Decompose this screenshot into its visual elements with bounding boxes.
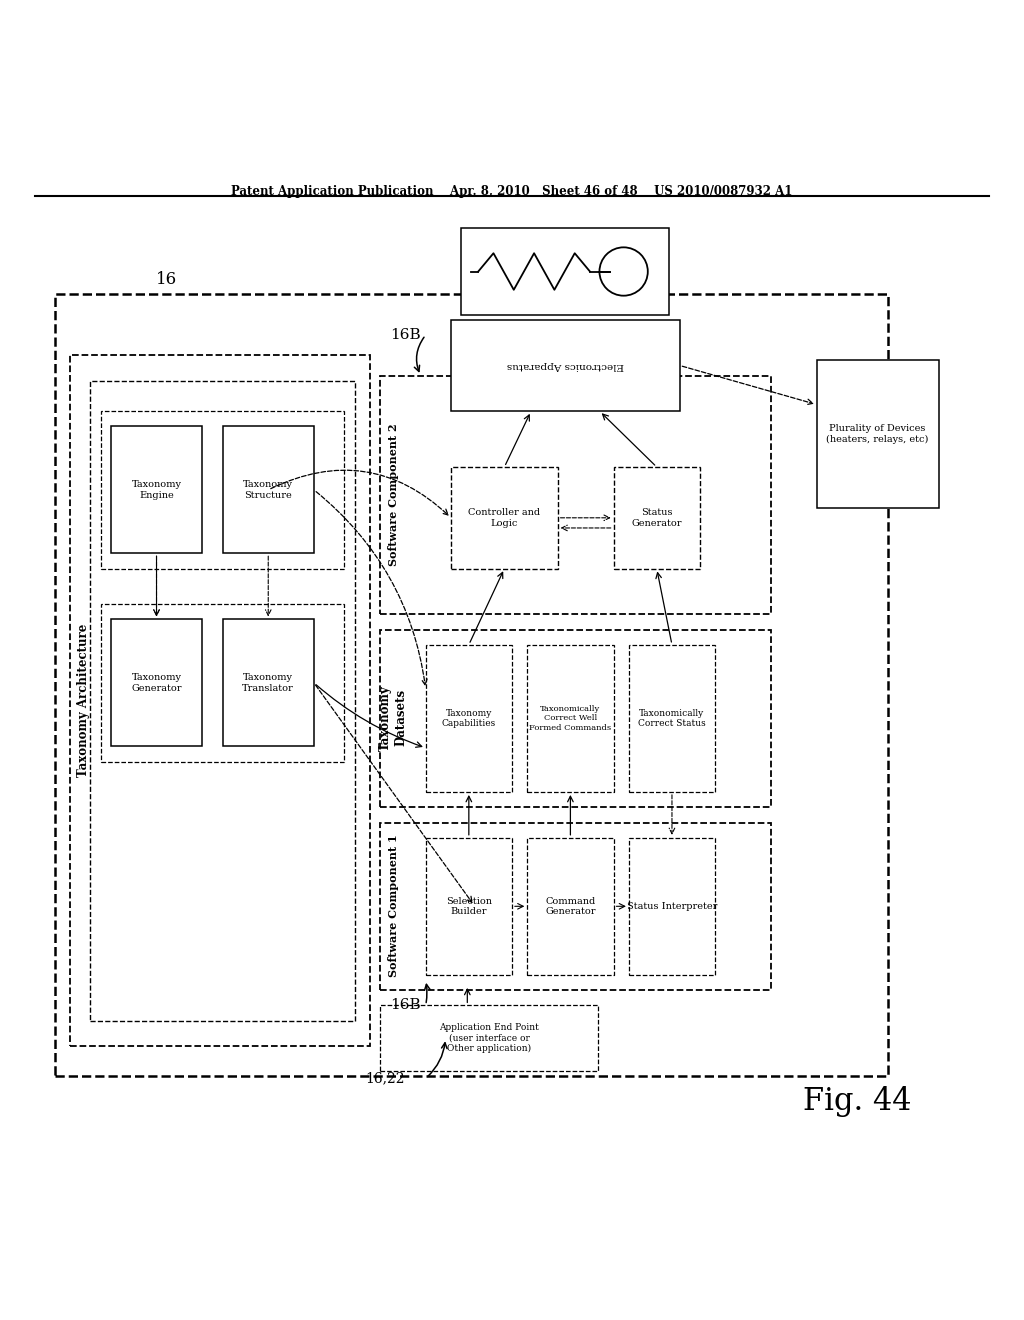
Text: Taxonomy
Generator: Taxonomy Generator (131, 673, 182, 693)
Text: Status
Generator: Status Generator (632, 508, 682, 528)
Text: Taxonomy
Structure: Taxonomy Structure (244, 480, 293, 499)
FancyBboxPatch shape (461, 228, 670, 314)
FancyBboxPatch shape (222, 619, 314, 746)
Text: Plurality of Devices
(heaters, relays, etc): Plurality of Devices (heaters, relays, e… (826, 424, 929, 444)
FancyBboxPatch shape (100, 605, 344, 762)
Text: Taxonomy Architecture: Taxonomy Architecture (77, 624, 90, 777)
FancyBboxPatch shape (55, 294, 888, 1076)
FancyBboxPatch shape (71, 355, 370, 1045)
FancyBboxPatch shape (426, 838, 512, 975)
Text: Taxonomy
Translator: Taxonomy Translator (243, 673, 294, 693)
Text: Taxonomically
Correct Well
Formed Commands: Taxonomically Correct Well Formed Comman… (529, 705, 611, 731)
FancyBboxPatch shape (527, 838, 613, 975)
FancyBboxPatch shape (629, 644, 715, 792)
FancyBboxPatch shape (451, 467, 558, 569)
Text: Taxonomically
Correct Status: Taxonomically Correct Status (638, 709, 706, 729)
Text: 16B: 16B (390, 327, 421, 342)
Text: Selection
Builder: Selection Builder (445, 896, 492, 916)
Text: Status Interpreter: Status Interpreter (627, 902, 717, 911)
Text: Fig. 44: Fig. 44 (803, 1086, 911, 1117)
FancyBboxPatch shape (527, 644, 613, 792)
Text: Patent Application Publication    Apr. 8, 2010   Sheet 46 of 48    US 2010/00879: Patent Application Publication Apr. 8, 2… (231, 185, 793, 198)
FancyBboxPatch shape (100, 411, 344, 569)
Text: Taxonomy
Datasets: Taxonomy Datasets (379, 685, 408, 751)
FancyBboxPatch shape (380, 376, 771, 614)
Text: Taxonomy
Capabilities: Taxonomy Capabilities (441, 709, 496, 729)
Text: 16: 16 (156, 271, 177, 288)
FancyBboxPatch shape (222, 426, 314, 553)
Text: Taxonomy
Engine: Taxonomy Engine (131, 480, 181, 499)
FancyBboxPatch shape (629, 838, 715, 975)
Text: Application End Point
(user interface or
Other application): Application End Point (user interface or… (439, 1023, 539, 1053)
FancyBboxPatch shape (426, 644, 512, 792)
Text: Controller and
Logic: Controller and Logic (468, 508, 541, 528)
FancyBboxPatch shape (380, 630, 771, 808)
Text: 16B: 16B (390, 998, 421, 1012)
Text: Software Component 1: Software Component 1 (388, 834, 398, 977)
Text: 16,22: 16,22 (366, 1072, 404, 1085)
Text: Electronics Apparatus: Electronics Apparatus (507, 360, 624, 370)
FancyBboxPatch shape (111, 619, 202, 746)
FancyBboxPatch shape (90, 380, 354, 1020)
FancyBboxPatch shape (451, 319, 680, 411)
Text: Command
Generator: Command Generator (545, 896, 596, 916)
FancyBboxPatch shape (111, 426, 202, 553)
FancyBboxPatch shape (380, 1006, 598, 1072)
Text: Software Component 2: Software Component 2 (388, 424, 398, 566)
FancyBboxPatch shape (817, 360, 939, 508)
FancyBboxPatch shape (613, 467, 699, 569)
FancyBboxPatch shape (380, 822, 771, 990)
